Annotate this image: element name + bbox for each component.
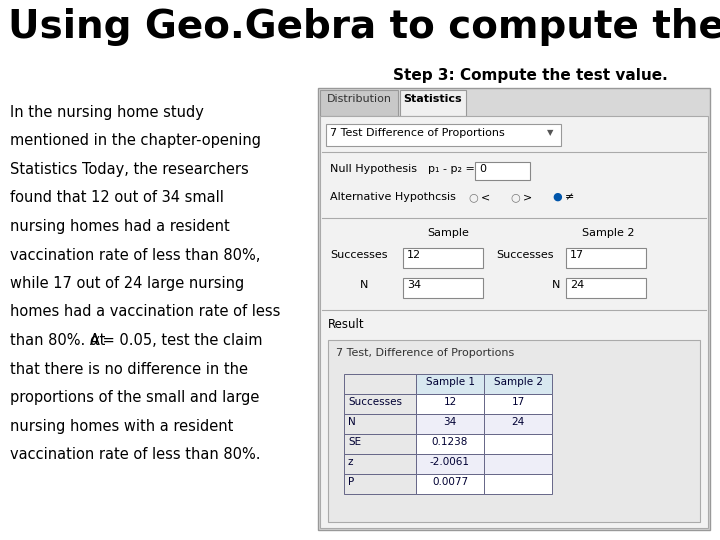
Text: Sample 2: Sample 2 [493,377,542,387]
Text: Step 3: Compute the test value.: Step 3: Compute the test value. [392,68,667,83]
Text: found that 12 out of 34 small: found that 12 out of 34 small [10,191,224,206]
Text: P: P [348,477,354,487]
Text: vaccination rate of less than 80%,: vaccination rate of less than 80%, [10,247,261,262]
Text: 0.1238: 0.1238 [432,437,468,447]
Bar [403,278,483,298]
Text: In the nursing home study: In the nursing home study [10,105,204,120]
Text: = 0.05, test the claim: = 0.05, test the claim [98,333,263,348]
Text: ○: ○ [510,192,520,202]
Text: Successes: Successes [496,250,554,260]
Text: ○: ○ [468,192,478,202]
Text: that there is no difference in the: that there is no difference in the [10,361,248,376]
Bar [328,340,700,522]
Bar [320,116,708,528]
Bar [416,394,484,414]
Text: Successes: Successes [330,250,387,260]
Text: 12: 12 [444,397,456,407]
Bar [320,90,398,116]
Text: Sample 1: Sample 1 [426,377,474,387]
Bar [326,124,561,146]
Bar [484,414,552,434]
Text: Sample: Sample [427,228,469,238]
Text: 0.0077: 0.0077 [432,477,468,487]
Text: Sample 2: Sample 2 [582,228,634,238]
Bar [403,248,483,268]
Bar [344,474,416,494]
Text: 24: 24 [570,280,584,290]
Text: 34: 34 [444,417,456,427]
Text: ▼: ▼ [547,128,554,137]
Text: 17: 17 [511,397,525,407]
Text: ≠: ≠ [565,192,575,202]
Bar [566,248,646,268]
Text: 24: 24 [511,417,525,427]
Text: Statistics Today, the researchers: Statistics Today, the researchers [10,162,248,177]
Text: <: < [481,192,490,202]
Bar [484,434,552,454]
Text: Result: Result [328,318,364,331]
Text: Distribution: Distribution [326,94,392,104]
Text: z: z [348,457,354,467]
Text: N: N [359,280,368,290]
Bar [400,90,466,116]
Bar [344,434,416,454]
Bar [318,88,710,530]
Text: Alternative Hypothcsis: Alternative Hypothcsis [330,192,456,202]
Text: nursing homes with a resident: nursing homes with a resident [10,418,233,434]
Bar [344,454,416,474]
Bar [416,454,484,474]
Text: -2.0061: -2.0061 [430,457,470,467]
Bar [416,434,484,454]
Text: than 80%. At: than 80%. At [10,333,110,348]
Text: ●: ● [552,192,562,202]
Text: α: α [90,333,99,348]
Bar [484,474,552,494]
Text: 34: 34 [407,280,421,290]
Bar [416,474,484,494]
Text: vaccination rate of less than 80%.: vaccination rate of less than 80%. [10,447,261,462]
Bar [344,414,416,434]
Text: SE: SE [348,437,361,447]
Bar [566,278,646,298]
Text: while 17 out of 24 large nursing: while 17 out of 24 large nursing [10,276,244,291]
Bar [484,454,552,474]
Text: 7 Test, Difference of Proportions: 7 Test, Difference of Proportions [336,348,514,358]
Bar [416,374,484,394]
Text: 12: 12 [407,250,421,260]
Bar [344,394,416,414]
Text: p₁ - p₂ =: p₁ - p₂ = [428,164,475,174]
Bar [475,162,530,180]
Text: Successes: Successes [348,397,402,407]
Text: N: N [552,280,560,290]
Text: proportions of the small and large: proportions of the small and large [10,390,259,405]
Text: 0: 0 [479,164,486,174]
Text: 7 Test Difference of Proportions: 7 Test Difference of Proportions [330,128,505,138]
Text: mentioned in the chapter-opening: mentioned in the chapter-opening [10,133,261,148]
Bar [416,414,484,434]
Text: Statistics: Statistics [404,94,462,104]
Bar [344,374,416,394]
Text: >: > [523,192,532,202]
Text: 17: 17 [570,250,584,260]
Text: Using Geo.Gebra to compute the test value: Using Geo.Gebra to compute the test valu… [8,8,720,46]
Bar [484,374,552,394]
Text: homes had a vaccination rate of less: homes had a vaccination rate of less [10,305,280,320]
Bar [484,394,552,414]
Text: nursing homes had a resident: nursing homes had a resident [10,219,230,234]
Text: Null Hypothesis: Null Hypothesis [330,164,417,174]
Text: N: N [348,417,356,427]
